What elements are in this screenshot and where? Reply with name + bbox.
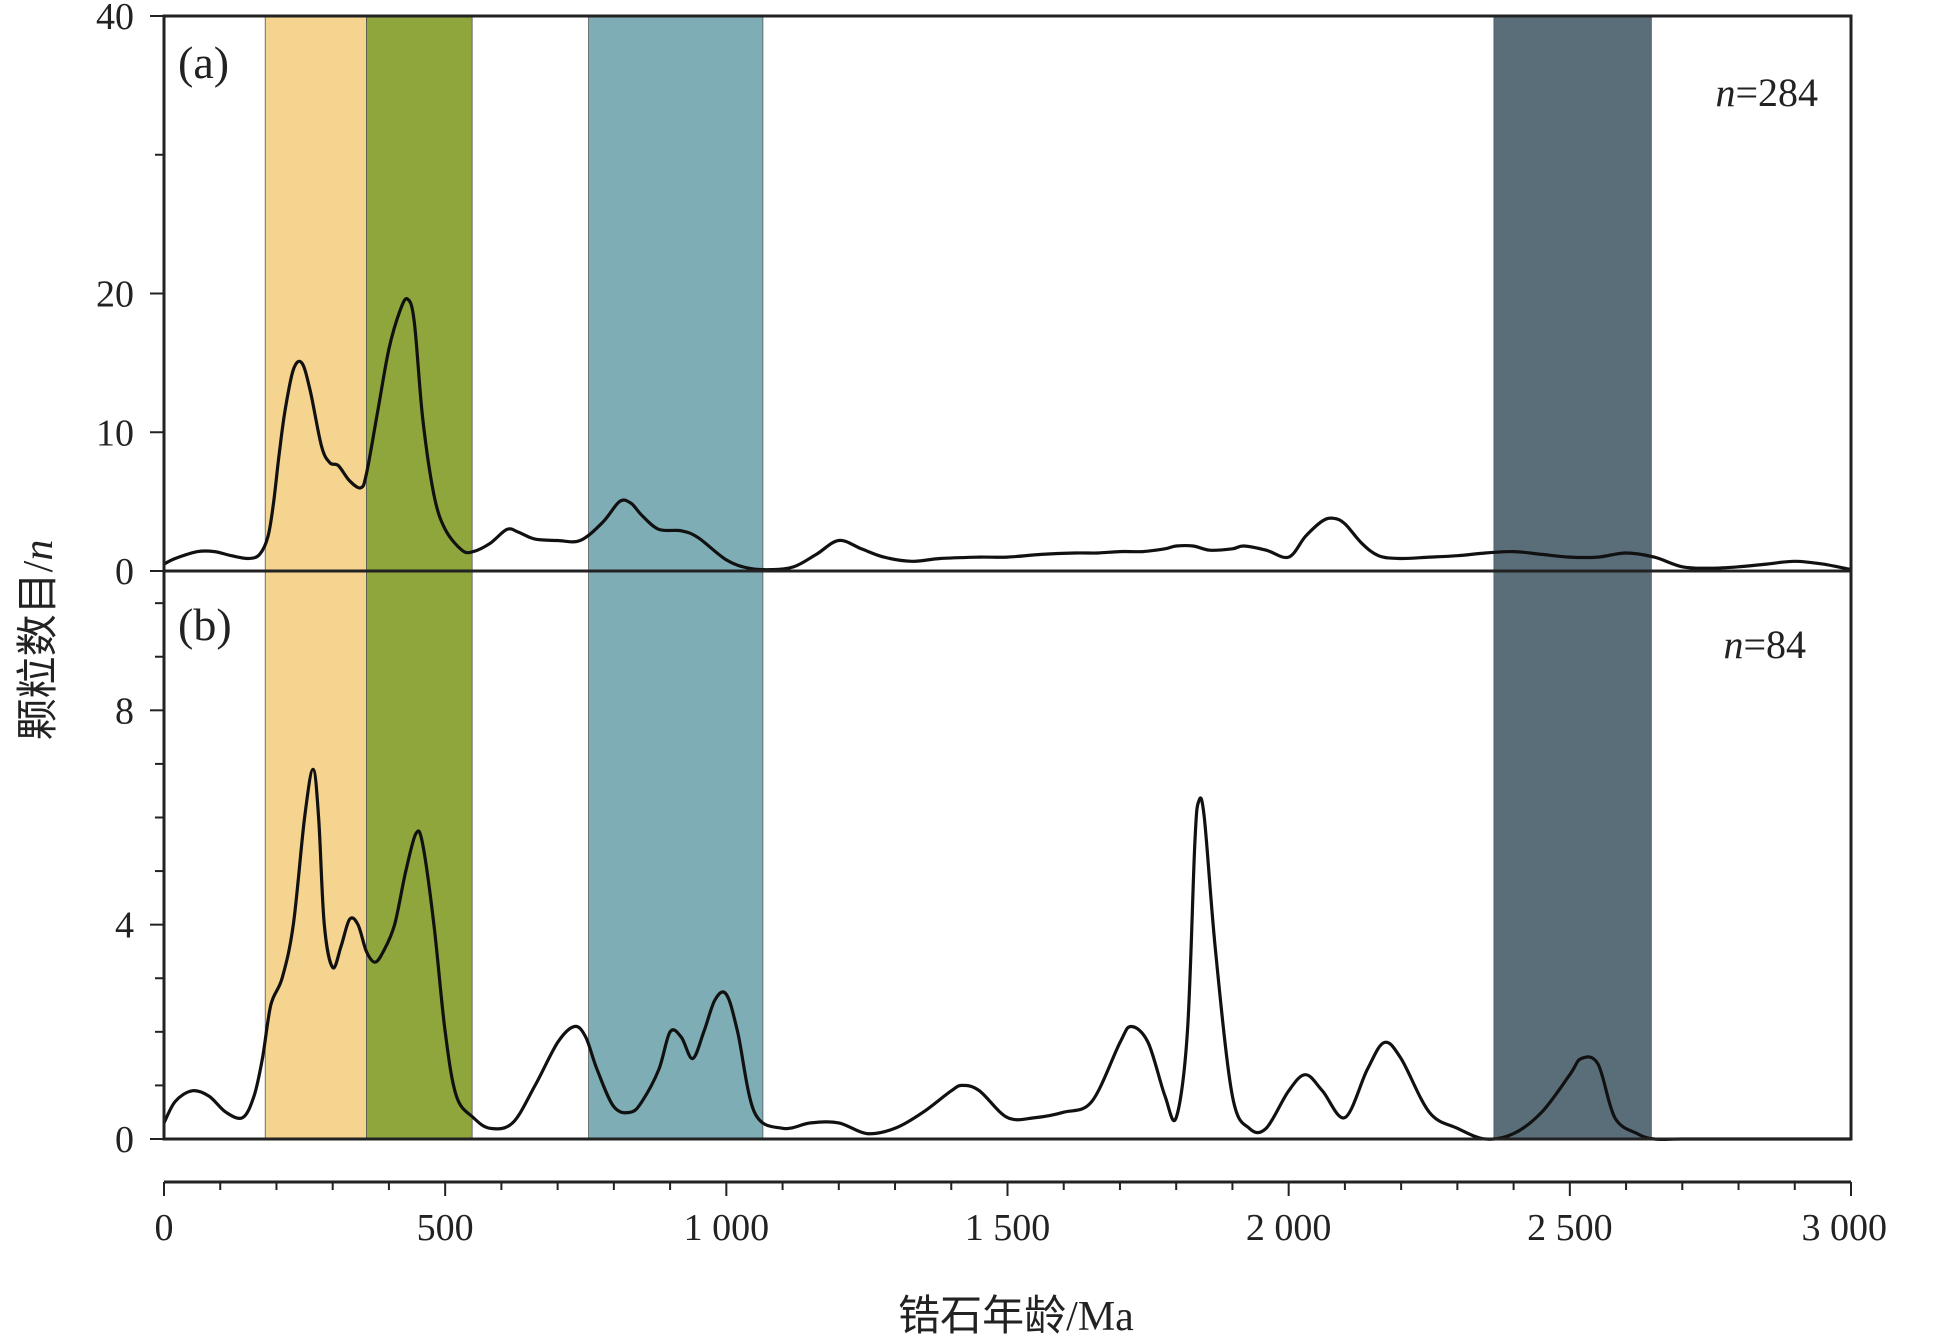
y-tick-label-b-4: 4: [115, 905, 134, 947]
x-tick-label-1: 500: [417, 1207, 474, 1249]
count-symbol-b: n: [1723, 622, 1743, 667]
chart-frame: [162, 14, 1853, 1141]
plot-border: [162, 14, 1853, 1141]
x-axis: 0 500 1 000 1 500 2 000 2 500 3 000: [155, 1180, 1888, 1249]
age-band-2: [366, 15, 473, 1140]
y-axis-panel-b: 0 4 8: [115, 602, 164, 1161]
age-band-4: [1493, 15, 1652, 1140]
x-tick-label-2: 1 000: [684, 1207, 770, 1249]
x-tick-label-4: 2 000: [1246, 1207, 1332, 1249]
y-axis-panel-a: 0 10 20 40: [96, 0, 164, 593]
x-tick-label-6: 3 000: [1802, 1207, 1888, 1249]
y-axis-title-text: 颗粒数目/: [16, 560, 62, 740]
count-value-b: =84: [1743, 622, 1806, 667]
x-axis-title: 锆石年龄/Ma: [898, 1293, 1134, 1338]
y-tick-label-a-4: 40: [96, 0, 134, 38]
y-tick-label-a-1: 10: [96, 412, 134, 454]
y-tick-label-a-2: 20: [96, 274, 134, 316]
count-value-a: =284: [1735, 70, 1818, 115]
count-annotation-b: n=84: [1723, 622, 1806, 667]
age-curve-panel-b: [162, 767, 1851, 1141]
y-tick-label-a-0: 0: [115, 551, 134, 593]
y-tick-label-b-8: 8: [115, 690, 134, 732]
x-tick-label-0: 0: [155, 1207, 174, 1249]
x-tick-label-3: 1 500: [965, 1207, 1051, 1249]
y-axis-title-symbol: n: [16, 540, 62, 561]
count-annotation-a: n=284: [1715, 70, 1818, 115]
y-tick-label-b-0: 0: [115, 1119, 134, 1161]
panel-label-a: (a): [178, 37, 229, 88]
panel-label-b: (b): [178, 599, 232, 650]
age-band-1: [264, 15, 367, 1140]
x-tick-label-5: 2 500: [1527, 1207, 1613, 1249]
age-band-3: [588, 15, 764, 1140]
y-axis-title: 颗粒数目/n: [16, 540, 62, 741]
age-bands: [264, 15, 1652, 1140]
count-symbol-a: n: [1715, 70, 1735, 115]
